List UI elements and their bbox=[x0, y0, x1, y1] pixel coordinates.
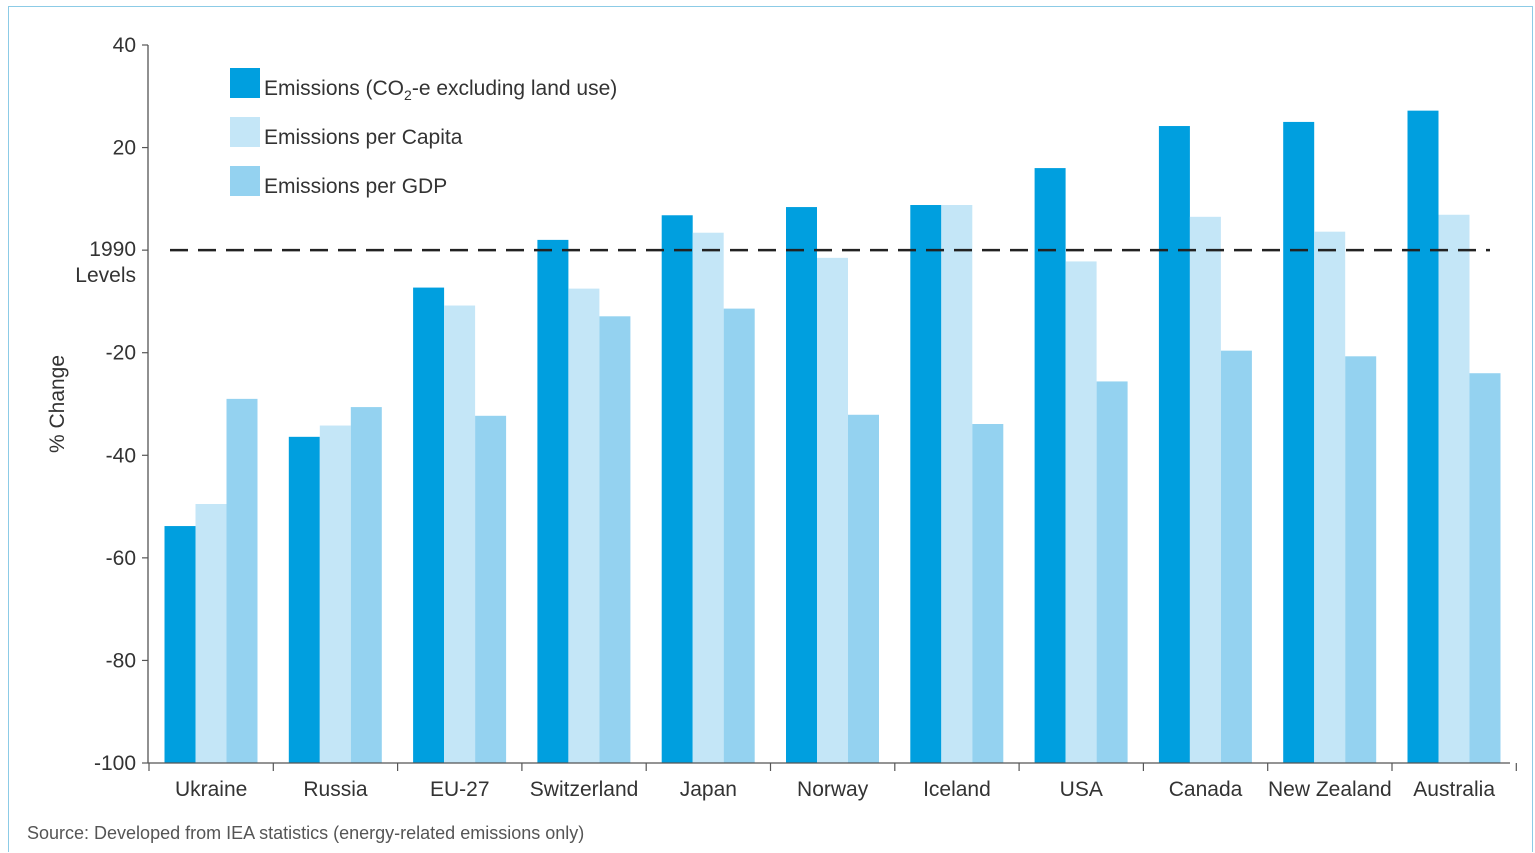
bar-switzerland-series-3 bbox=[599, 316, 631, 763]
x-tick-label: Australia bbox=[1413, 778, 1495, 801]
bar-ukraine-series-2 bbox=[195, 504, 227, 763]
bar-canada-series-3 bbox=[1220, 350, 1252, 763]
bar-usa-series-1 bbox=[1034, 168, 1066, 764]
chart-frame bbox=[8, 6, 1533, 852]
bar-norway-series-2 bbox=[817, 257, 848, 763]
bar-switzerland-series-2 bbox=[568, 288, 600, 763]
bar-australia-series-1 bbox=[1407, 110, 1439, 764]
bar-norway-series-1 bbox=[786, 207, 817, 763]
legend-label-per-capita: Emissions per Capita bbox=[264, 126, 463, 149]
bar-japan-series-1 bbox=[661, 215, 693, 764]
bar-canada-series-2 bbox=[1189, 216, 1221, 764]
bars-group bbox=[164, 110, 1501, 764]
bar-canada-series-1 bbox=[1158, 126, 1190, 763]
y-tick-label: -20 bbox=[106, 342, 136, 365]
bar-eu-27-series-1 bbox=[413, 287, 445, 763]
legend-swatch-per-gdp bbox=[230, 166, 260, 196]
x-tick-label: Russia bbox=[303, 778, 368, 801]
y-tick-label: -40 bbox=[106, 444, 136, 467]
bar-usa-series-2 bbox=[1065, 261, 1097, 763]
bar-usa-series-3 bbox=[1096, 381, 1128, 763]
bar-ukraine-series-3 bbox=[226, 398, 258, 763]
reference-label-line2: Levels bbox=[75, 264, 136, 287]
bar-russia-series-1 bbox=[288, 436, 320, 763]
x-tick-label: Ukraine bbox=[175, 778, 247, 801]
bar-ukraine-series-1 bbox=[164, 526, 196, 763]
bar-new-zealand-series-3 bbox=[1345, 356, 1377, 763]
x-tick-label: Japan bbox=[680, 778, 737, 801]
bar-japan-series-3 bbox=[723, 308, 755, 763]
legend-label-emissions: Emissions (CO2-e excluding land use) bbox=[264, 77, 617, 103]
y-tick-label: -60 bbox=[106, 547, 136, 570]
x-tick-label: EU-27 bbox=[430, 778, 490, 801]
bar-switzerland-series-1 bbox=[537, 239, 569, 763]
bar-norway-series-3 bbox=[848, 414, 879, 763]
bar-russia-series-3 bbox=[350, 407, 382, 763]
legend-label-per-gdp: Emissions per GDP bbox=[264, 175, 447, 198]
legend-swatch-emissions bbox=[230, 68, 260, 98]
x-tick-label: Switzerland bbox=[530, 778, 639, 801]
x-tick-label: New Zealand bbox=[1268, 778, 1392, 801]
bar-eu-27-series-2 bbox=[444, 305, 476, 763]
x-tick-label: Canada bbox=[1169, 778, 1243, 801]
legend: Emissions (CO2-e excluding land use) Emi… bbox=[230, 68, 617, 198]
x-tick-label: Iceland bbox=[923, 778, 991, 801]
bar-new-zealand-series-1 bbox=[1283, 121, 1315, 763]
bar-iceland-series-3 bbox=[972, 424, 1004, 763]
y-tick-label: -100 bbox=[94, 752, 136, 775]
y-tick-label: -80 bbox=[106, 649, 136, 672]
x-tick-label: USA bbox=[1060, 778, 1103, 801]
bar-iceland-series-2 bbox=[941, 205, 973, 764]
bar-iceland-series-1 bbox=[910, 205, 942, 764]
y-axis-title: % Change bbox=[46, 355, 69, 453]
y-tick-label: 20 bbox=[113, 137, 136, 160]
reference-label-line1: 1990 bbox=[89, 238, 136, 261]
legend-swatch-per-capita bbox=[230, 117, 260, 147]
bar-russia-series-2 bbox=[319, 425, 351, 763]
bar-eu-27-series-3 bbox=[475, 415, 507, 763]
y-tick-label: 40 bbox=[113, 34, 136, 57]
x-tick-label: Norway bbox=[797, 778, 869, 801]
labels-group: Ukraine Russia EU-27 Switzerland Japan Norway… bbox=[75, 34, 1495, 801]
bar-australia-series-3 bbox=[1469, 373, 1501, 763]
bar-japan-series-2 bbox=[692, 232, 724, 764]
bar-australia-series-2 bbox=[1438, 214, 1470, 763]
bar-new-zealand-series-2 bbox=[1314, 231, 1346, 763]
axes-group bbox=[142, 44, 1517, 771]
source-note: Source: Developed from IEA statistics (e… bbox=[27, 823, 585, 843]
